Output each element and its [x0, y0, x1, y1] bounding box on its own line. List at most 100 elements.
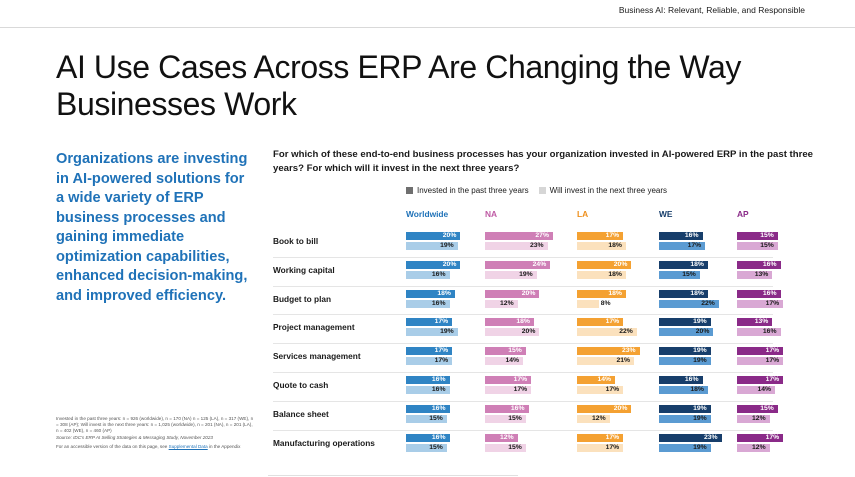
row-label-manufacturing-operations: Manufacturing operations: [273, 437, 375, 448]
footnote-source: Source: IDC's ERP AI Selling Strategies …: [56, 434, 213, 440]
bar-group-la-budget-to-plan: 18% 8%: [577, 288, 645, 311]
bar-value-label: 8%: [600, 299, 611, 307]
bar-value-label: 12%: [592, 414, 606, 422]
bar-invested: 27%: [485, 232, 553, 240]
bar-will-invest: 12%: [485, 299, 518, 308]
bar-value-label: 24%: [532, 260, 547, 268]
bar-will-invest: 23%: [485, 242, 548, 250]
row-separator: [273, 314, 773, 316]
bar-value-label: 18%: [608, 242, 622, 249]
bar-group-we-quote-to-cash: 16% 18%: [659, 374, 727, 397]
bar-value-label: 13%: [754, 318, 769, 326]
bar-value-label: 15%: [508, 414, 522, 422]
bar-value-label: 17%: [765, 357, 780, 365]
header-divider: [0, 27, 855, 28]
bar-will-invest: 15%: [485, 443, 526, 452]
bar-will-invest: 19%: [659, 443, 711, 452]
bar-value-label: 18%: [608, 270, 622, 278]
legend-label-invested: Invested in the past three years: [417, 186, 529, 195]
row-label-book-to-bill: Book to bill: [273, 236, 319, 246]
supplemental-data-link[interactable]: Supplemental Data: [168, 443, 208, 449]
bar-invested: 23%: [659, 433, 722, 442]
row-label-balance-sheet: Balance sheet: [273, 408, 329, 419]
region-header-worldwide: Worldwide: [406, 209, 449, 219]
bar-will-invest: 15%: [406, 414, 447, 423]
bar-group-la-manufacturing-operations: 17% 17%: [577, 432, 645, 455]
bar-will-invest: 13%: [737, 270, 773, 279]
bar-group-na-manufacturing-operations: 12% 15%: [485, 432, 553, 455]
bar-value-label: 20%: [442, 232, 457, 239]
bar-value-label: 12%: [752, 443, 766, 451]
bar-value-label: 12%: [500, 299, 514, 307]
bar-will-invest: 19%: [406, 242, 458, 250]
bar-value-label: 20%: [442, 260, 457, 268]
bar-invested: 20%: [406, 260, 461, 269]
bar-value-label: 17%: [605, 386, 620, 393]
bar-will-invest: 19%: [659, 357, 711, 366]
bar-group-we-balance-sheet: 19% 19%: [659, 403, 727, 426]
header-tag: Business AI: Relevant, Reliable, and Res…: [618, 5, 805, 15]
bottom-divider: [268, 475, 518, 476]
bar-invested: 20%: [406, 232, 461, 240]
bar-group-ap-balance-sheet: 15% 12%: [737, 403, 805, 426]
bar-value-label: 18%: [516, 318, 530, 326]
bar-invested: 18%: [659, 260, 708, 269]
bar-value-label: 12%: [752, 414, 766, 422]
bar-group-la-book-to-bill: 17% 18%: [577, 230, 645, 253]
bar-will-invest: 14%: [737, 386, 776, 394]
bar-value-label: 12%: [500, 433, 514, 441]
bar-value-label: 16%: [431, 299, 446, 307]
chart-legend: Invested in the past three years Will in…: [406, 186, 667, 195]
bar-value-label: 18%: [437, 289, 451, 297]
bar-value-label: 23%: [703, 433, 718, 441]
bar-value-label: 17%: [605, 232, 620, 239]
legend-item-invested: Invested in the past three years: [406, 186, 529, 195]
bar-will-invest: 20%: [659, 328, 714, 337]
bar-invested: 20%: [485, 289, 540, 298]
bar-invested: 16%: [737, 289, 781, 298]
bar-will-invest: [577, 299, 599, 308]
footnote: Invested in the past three years: n = 92…: [56, 416, 256, 450]
bar-value-label: 16%: [431, 404, 446, 412]
bar-value-label: 16%: [431, 376, 446, 383]
bar-value-label: 16%: [762, 260, 777, 268]
bar-value-label: 17%: [765, 347, 780, 355]
bar-group-ap-book-to-bill: 15% 15%: [737, 230, 805, 253]
row-separator: [273, 285, 773, 287]
bar-value-label: 13%: [754, 270, 769, 278]
bar-value-label: 19%: [440, 242, 454, 249]
bar-invested: 18%: [406, 289, 455, 298]
bar-value-label: 20%: [521, 289, 536, 297]
bar-will-invest: 18%: [577, 242, 626, 250]
row-label-project-management: Project management: [273, 322, 355, 333]
bar-value-label: 15%: [429, 443, 443, 451]
bar-invested: 16%: [406, 433, 450, 442]
legend-swatch-invested: [406, 187, 413, 194]
legend-item-will-invest: Will invest in the next three years: [538, 186, 667, 195]
bar-invested: 18%: [659, 289, 708, 298]
bar-invested: 17%: [577, 318, 624, 327]
bar-value-label: 15%: [508, 443, 522, 451]
bar-group-we-project-management: 19% 20%: [659, 316, 727, 339]
bar-group-ap-quote-to-cash: 17% 14%: [737, 374, 805, 397]
bar-will-invest: 17%: [577, 443, 624, 452]
bar-invested: 18%: [577, 289, 626, 298]
bar-value-label: 15%: [760, 404, 774, 412]
row-separator: [273, 343, 773, 345]
bar-value-label: 15%: [508, 347, 522, 355]
bar-invested: 16%: [406, 376, 450, 384]
bar-invested: 16%: [485, 404, 529, 413]
bar-value-label: 19%: [693, 347, 707, 355]
region-header-la: LA: [577, 209, 589, 219]
bar-invested: 24%: [485, 260, 551, 269]
bar-value-label: 17%: [765, 433, 780, 441]
bar-value-label: 16%: [510, 404, 525, 412]
bar-group-la-project-management: 17% 22%: [577, 316, 645, 339]
bar-will-invest: 12%: [737, 414, 770, 423]
bar-invested: 17%: [737, 376, 784, 384]
bar-invested: 16%: [737, 260, 781, 269]
bar-value-label: 17%: [605, 318, 620, 326]
legend-swatch-will-invest: [538, 187, 546, 194]
bar-will-invest: 16%: [406, 386, 450, 394]
bar-will-invest: 17%: [485, 386, 532, 394]
